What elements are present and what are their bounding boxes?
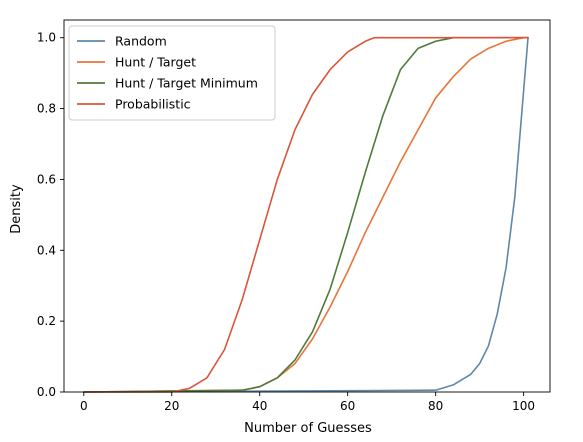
y-tick-label: 0.4 xyxy=(37,243,56,257)
axes-layer: 0 20 40 60 80 100 0.0 0.2 0.4 0.6 0.8 1.0 xyxy=(37,19,551,413)
series-line-2 xyxy=(82,36,529,393)
x-tick-label: 100 xyxy=(512,399,535,413)
x-tick-label: 80 xyxy=(428,399,443,413)
x-tick-label: 20 xyxy=(164,399,179,413)
y-tick-label: 0.2 xyxy=(37,314,56,328)
y-tick-label: 1.0 xyxy=(37,31,56,45)
legend-label-0: Random xyxy=(115,34,167,49)
x-tick-label: 40 xyxy=(252,399,267,413)
x-axis-label: Number of Guesses xyxy=(244,421,372,436)
series-line-3 xyxy=(82,36,529,393)
y-axis-label: Density xyxy=(9,184,24,234)
y-tick-label: 0.0 xyxy=(37,385,56,399)
x-tick-label: 60 xyxy=(340,399,355,413)
legend-box xyxy=(68,25,276,121)
legend-label-2: Hunt / Target Minimum xyxy=(115,76,258,91)
series-layer xyxy=(82,36,529,393)
legend-label-1: Hunt / Target xyxy=(115,55,196,70)
series-line-0 xyxy=(82,36,529,393)
x-tick-label: 0 xyxy=(80,399,88,413)
legend: Random Hunt / Target Hunt / Target Minimum… xyxy=(68,25,276,121)
legend-label-3: Probabilistic xyxy=(115,97,191,112)
y-tick-label: 0.6 xyxy=(37,172,56,186)
y-tick-label: 0.8 xyxy=(37,102,56,116)
plot-frame xyxy=(63,19,551,393)
